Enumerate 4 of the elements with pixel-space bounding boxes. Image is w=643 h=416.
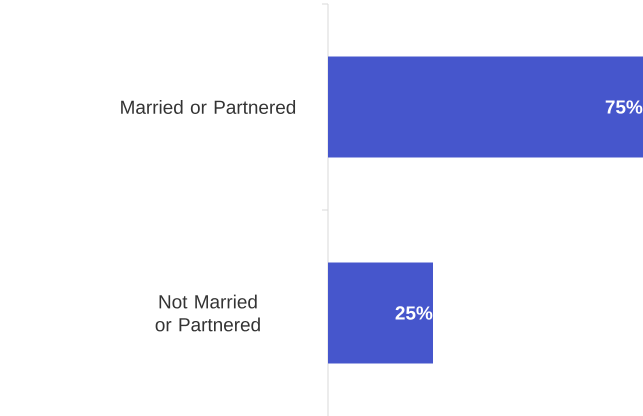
y-tick-label: Married or Partnered [121,100,296,114]
y-tick-label: Not Married or Partnered [156,294,260,332]
data-label: 25% [396,306,432,320]
data-label: 75% [606,100,642,114]
